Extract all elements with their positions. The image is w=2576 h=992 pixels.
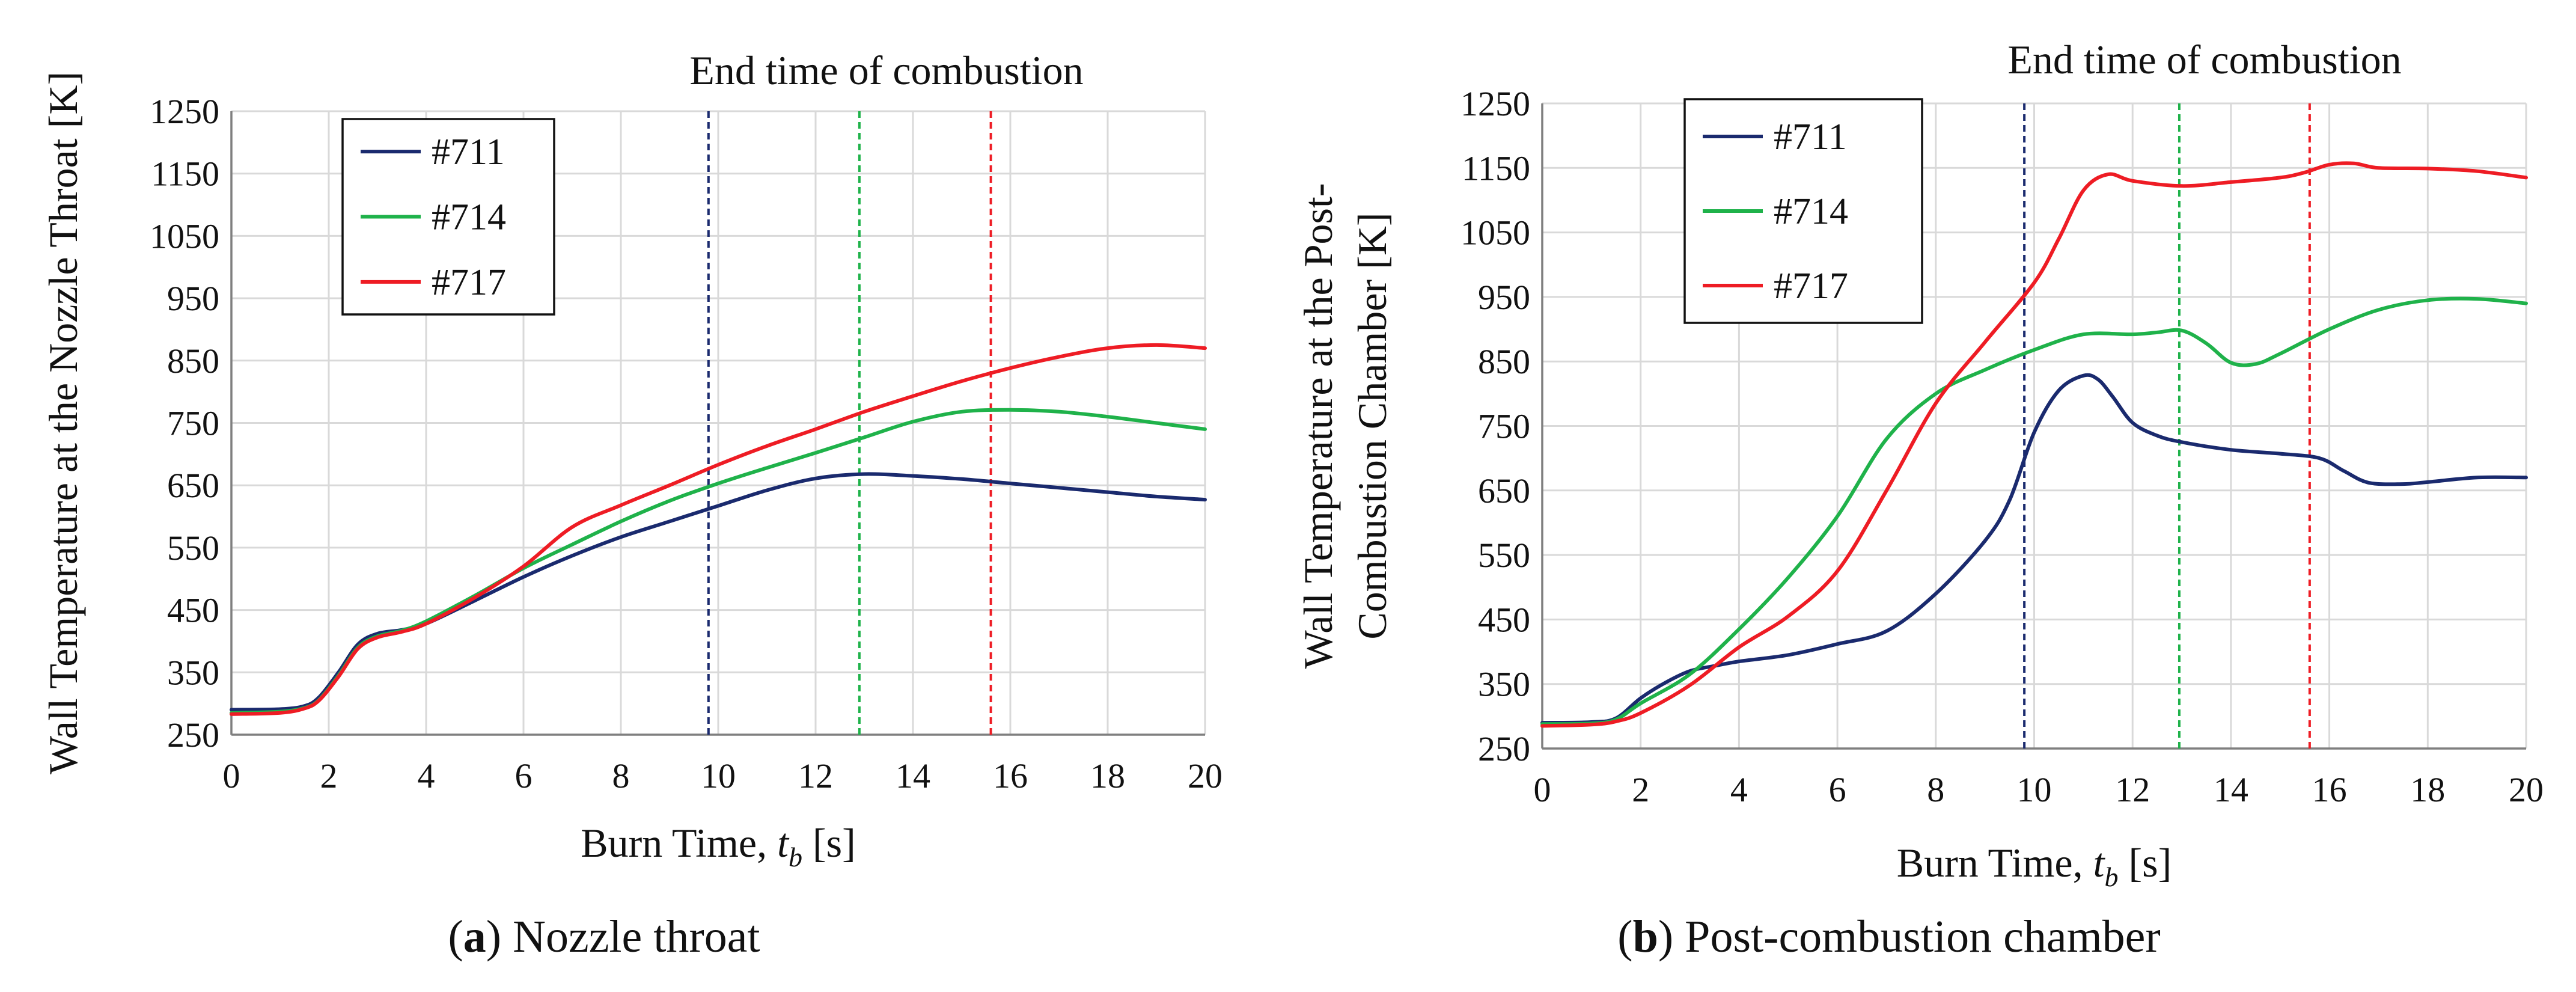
x-tick-label-a-0: 0 <box>223 756 240 795</box>
y-tick-label-b-7: 950 <box>1478 278 1530 317</box>
x-tick-label-b-9: 18 <box>2410 770 2445 809</box>
y-tick-label-a-4: 650 <box>167 466 219 505</box>
x-tick-label-a-3: 6 <box>515 756 533 795</box>
caption-a-label: a <box>463 911 486 962</box>
x-tick-label-a-7: 14 <box>896 756 930 795</box>
caption-a: (a) Nozzle throat <box>448 911 760 962</box>
y-tick-label-b-0: 250 <box>1478 729 1530 768</box>
x-axis-label-sub-b: b <box>2105 862 2119 892</box>
x-tick-label-b-7: 14 <box>2214 770 2248 809</box>
x-tick-label-b-0: 0 <box>1534 770 1551 809</box>
chart-a: 250 350 450 550 650 750 850 950 1050 1150 1250 0 2 4 6… <box>40 47 1222 872</box>
x-axis-label-var-b: t <box>2093 840 2106 886</box>
legend-label-a-711: #711 <box>432 132 505 173</box>
y-tick-label-b-3: 550 <box>1478 536 1530 575</box>
y-tick-label-a-9: 1150 <box>151 155 219 194</box>
legend-label-a-717: #717 <box>432 262 506 303</box>
y-tick-label-b-9: 1150 <box>1462 148 1530 188</box>
x-tick-label-b-6: 12 <box>2115 770 2150 809</box>
y-tick-label-b-4: 650 <box>1478 471 1530 510</box>
y-tick-label-b-1: 350 <box>1478 665 1530 704</box>
panel-a: 250 350 450 550 650 750 850 950 1050 1150 1250 0 2 4 6… <box>40 47 1222 962</box>
y-tick-label-b-5: 750 <box>1478 407 1530 446</box>
y-axis-label-line-a-0: Wall Temperature at the Nozzle Throat [K… <box>40 72 86 774</box>
y-tick-label-a-10: 1250 <box>150 92 219 131</box>
x-tick-label-a-6: 12 <box>798 756 833 795</box>
annotation-end-time-b: End time of combustion <box>2007 37 2401 82</box>
x-tick-label-a-9: 18 <box>1090 756 1125 795</box>
x-axis-label-main-b: Burn Time, <box>1897 840 2093 886</box>
legend-label-b-711: #711 <box>1774 117 1847 158</box>
x-tick-label-b-4: 8 <box>1927 770 1944 809</box>
y-tick-label-b-8: 1050 <box>1460 213 1530 253</box>
x-tick-label-b-10: 20 <box>2509 770 2544 809</box>
y-tick-label-a-2: 450 <box>167 591 219 630</box>
chart-b: 250 350 450 550 650 750 850 950 1050 1150 1250 0 2 4 6… <box>1295 37 2544 892</box>
annotation-end-time-a: End time of combustion <box>689 47 1083 93</box>
x-tick-label-a-4: 8 <box>612 756 630 795</box>
caption-b-text: Post-combustion chamber <box>1685 911 2161 962</box>
series-line-b-714 <box>1540 296 2528 726</box>
x-axis-label-main-a: Burn Time, <box>581 820 777 866</box>
x-axis-label-unit-b: [s] <box>2119 840 2172 886</box>
x-axis-label-var-a: t <box>777 820 790 866</box>
x-tick-label-b-1: 2 <box>1632 770 1649 809</box>
x-tick-label-a-8: 16 <box>993 756 1028 795</box>
y-tick-label-b-2: 450 <box>1478 600 1530 639</box>
x-tick-label-a-10: 20 <box>1188 756 1222 795</box>
y-tick-label-a-7: 950 <box>167 279 219 318</box>
x-tick-label-b-5: 10 <box>2017 770 2052 809</box>
y-axis-label-line-b-1: Combustion Chamber [K] <box>1349 212 1395 639</box>
x-tick-label-a-1: 2 <box>320 756 338 795</box>
x-tick-label-a-2: 4 <box>418 756 435 795</box>
series-line-a-717 <box>230 343 1207 716</box>
caption-b-label: b <box>1632 911 1658 962</box>
legend-label-b-717: #717 <box>1774 266 1848 307</box>
caption-a-text: Nozzle throat <box>513 911 760 962</box>
caption-b: (b) Post-combustion chamber <box>1617 911 2161 962</box>
y-tick-label-a-5: 750 <box>167 404 219 443</box>
x-axis-label-unit-a: [s] <box>802 820 856 866</box>
x-axis-label-sub-a: b <box>789 842 802 872</box>
panel-b: 250 350 450 550 650 750 850 950 1050 1150 1250 0 2 4 6… <box>1288 0 2576 992</box>
x-tick-label-a-5: 10 <box>701 756 736 795</box>
y-tick-label-a-8: 1050 <box>150 216 219 256</box>
y-tick-label-b-6: 850 <box>1478 342 1530 381</box>
x-tick-label-b-3: 6 <box>1829 770 1846 809</box>
legend-label-b-714: #714 <box>1774 191 1848 232</box>
x-axis-label-a: Burn Time, tb [s] <box>581 820 856 872</box>
series-line-b-717 <box>1540 161 2528 728</box>
y-tick-label-a-0: 250 <box>167 715 219 755</box>
legend-label-a-714: #714 <box>432 197 506 238</box>
y-tick-label-a-6: 850 <box>167 341 219 381</box>
y-axis-label-line-b-0: Wall Temperature at the Post- <box>1295 183 1341 669</box>
y-axis-label-a: Wall Temperature at the Nozzle Throat [K… <box>40 72 86 774</box>
y-axis-label-b: Wall Temperature at the Post- Combustion … <box>1295 183 1395 669</box>
y-tick-label-b-10: 1250 <box>1460 84 1530 123</box>
x-tick-label-b-2: 4 <box>1730 770 1748 809</box>
y-tick-label-a-1: 350 <box>167 653 219 692</box>
x-axis-label-b: Burn Time, tb [s] <box>1897 840 2172 892</box>
x-tick-label-b-8: 16 <box>2312 770 2347 809</box>
y-tick-label-a-3: 550 <box>167 528 219 568</box>
